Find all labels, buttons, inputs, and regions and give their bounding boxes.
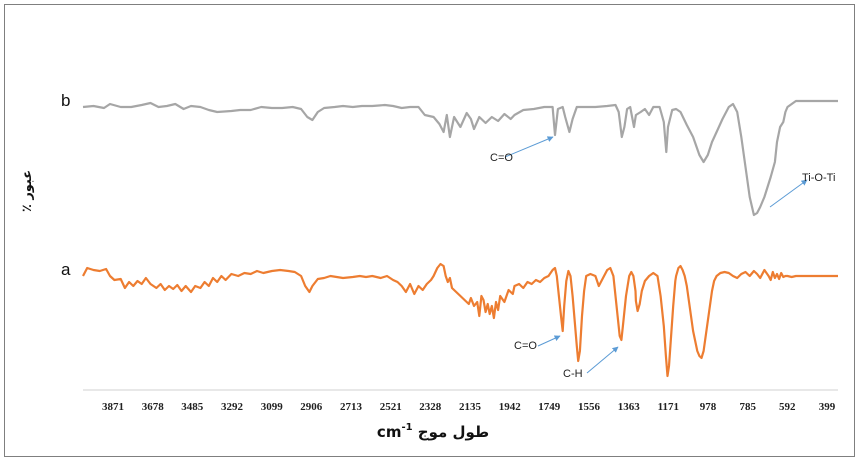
x-tick-label: 3292 xyxy=(221,401,244,413)
x-axis-title: cm-1 طول موج xyxy=(377,422,489,441)
x-tick-label: 3678 xyxy=(142,401,165,413)
series-line-a xyxy=(82,262,838,378)
x-tick-label: 1749 xyxy=(538,401,561,413)
x-tick-label: 399 xyxy=(819,401,836,413)
x-tick-label: 3871 xyxy=(102,401,124,413)
annotation-arrow xyxy=(586,346,619,374)
plot-lines xyxy=(82,99,838,378)
x-tick-label: 1363 xyxy=(618,401,641,413)
x-tick-label: 3099 xyxy=(261,401,284,413)
series-labels: ba xyxy=(61,91,71,279)
annotation-arrow xyxy=(537,335,561,347)
x-tick-label: 2135 xyxy=(459,401,482,413)
x-tick-labels: 3871 3678 3485 3292 3099 2906 2713 2521 2328 2135… xyxy=(102,401,836,413)
x-tick-label: 1942 xyxy=(499,401,522,413)
x-tick-label: 2713 xyxy=(340,401,363,413)
annotation-arrow xyxy=(504,136,554,158)
annotation-label: C=O xyxy=(490,152,513,164)
x-tick-label: 3485 xyxy=(181,401,204,413)
x-tick-label: 2328 xyxy=(419,401,442,413)
x-tick-label: 785 xyxy=(739,401,756,413)
x-tick-label: 1556 xyxy=(578,401,601,413)
x-tick-label: 1171 xyxy=(658,401,679,413)
ftir-chart: 3871 3678 3485 3292 3099 2906 2713 2521 2328 2135… xyxy=(20,91,838,441)
x-tick-label: 2906 xyxy=(300,401,323,413)
annotation-label: Ti-O-Ti xyxy=(802,172,835,184)
annotation-arrow xyxy=(769,179,808,208)
annotation-label: C=O xyxy=(514,340,537,352)
x-tick-label: 978 xyxy=(700,401,717,413)
x-tick-label: 592 xyxy=(779,401,796,413)
chart-frame: 3871 3678 3485 3292 3099 2906 2713 2521 2328 2135… xyxy=(4,4,855,457)
x-tick-label: 2521 xyxy=(380,401,402,413)
series-label-a: a xyxy=(61,260,71,279)
series-line-b xyxy=(82,99,838,217)
y-axis-title: ٪ عبور xyxy=(20,170,35,212)
series-label-b: b xyxy=(61,91,70,110)
annotations: C=O Ti-O-Ti C=O C-H xyxy=(490,136,835,380)
annotation-label: C-H xyxy=(563,368,583,380)
